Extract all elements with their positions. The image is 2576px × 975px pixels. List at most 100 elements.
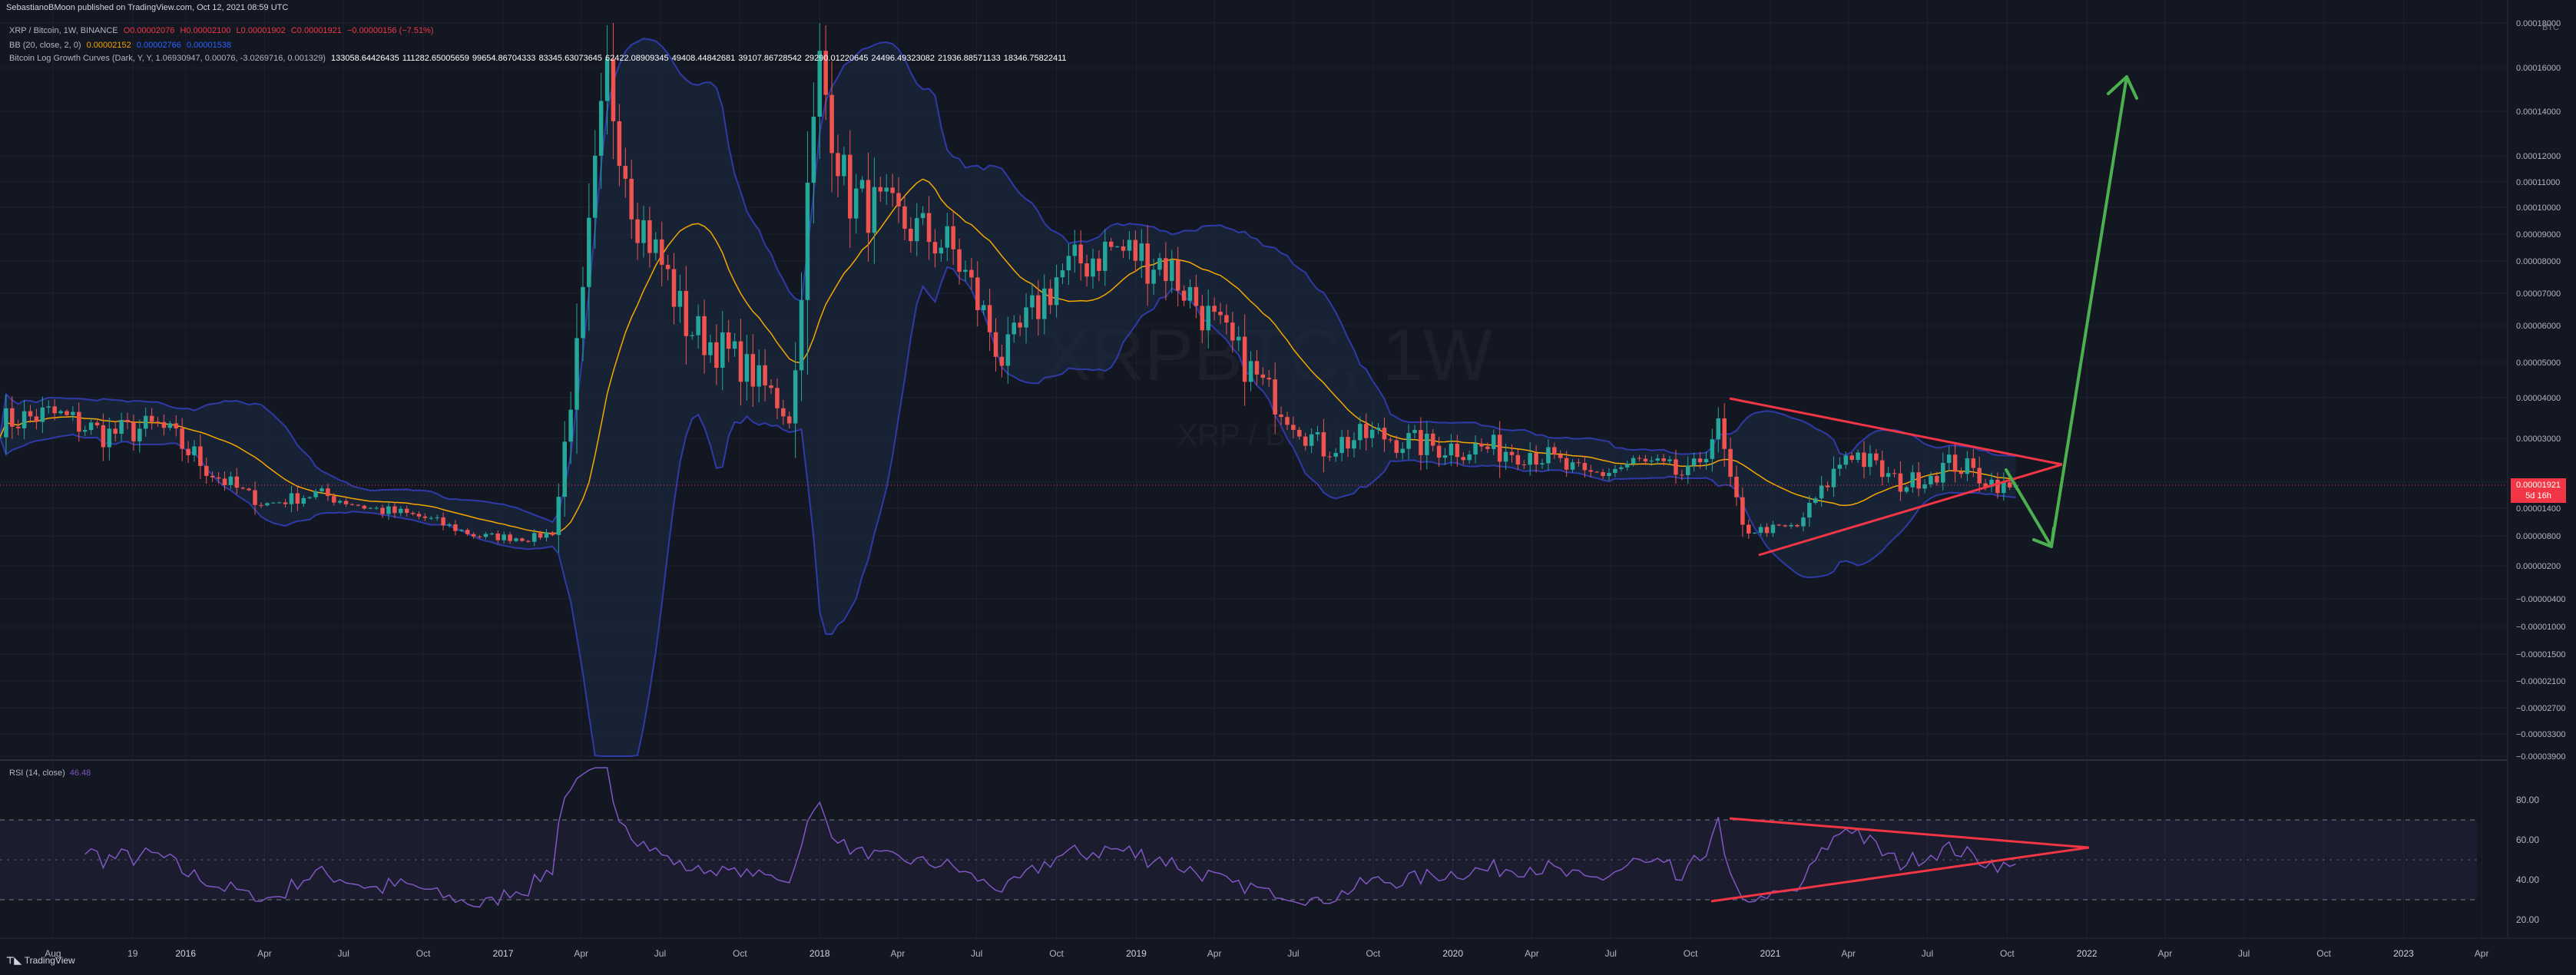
candle-body [1837,464,1843,469]
candle-body [1661,458,1666,461]
candle-body [1509,451,1515,455]
candle [465,527,470,537]
candle-body [1631,458,1636,464]
projection-dip-arrowhead[interactable] [2032,527,2055,548]
candle-body [1898,473,1903,492]
rsi-label-text[interactable]: RSI (14, close) [9,768,65,778]
candle [1449,434,1454,466]
candle [240,487,245,490]
candle [46,400,51,414]
candle-body [22,411,27,428]
candle [1643,454,1648,465]
rsi-triangle-upper-line[interactable] [1729,817,2090,849]
symbol-legend[interactable]: XRP / Bitcoin, 1W, BINANCE O0.00002076 H… [9,26,437,35]
candle [453,520,458,536]
price-tick-label: 0.00014000 [2516,107,2561,117]
candle [823,25,828,121]
time-tick-label: Apr [1207,948,1222,959]
candle-body [180,428,184,449]
candle [1054,264,1059,318]
candle [1181,285,1187,306]
candle-body [1430,433,1435,446]
candle-body [1151,269,1156,284]
candle-body [1078,244,1083,264]
candle-body [1376,428,1381,430]
candle [1601,468,1605,480]
candle-body [1436,445,1442,458]
ohlc-close: C0.00001921 [290,26,342,35]
candle [247,488,251,491]
projection-top-arrowhead[interactable] [2107,75,2138,100]
candle-body [1103,241,1108,271]
candle-body [671,269,677,307]
curves-label[interactable]: Bitcoin Log Growth Curves (Dark, Y, Y, 1… [9,54,326,63]
candle-body [1218,312,1223,316]
candle [1285,411,1290,431]
curve-value: 83345.63073645 [538,54,603,63]
candle [1260,367,1266,385]
candle-body [1546,447,1551,464]
candle-body [786,416,792,424]
projection-arrow[interactable] [2005,75,2138,548]
price-tick-label: 0.00000800 [2516,532,2561,541]
candle-body [562,441,567,497]
candle [1485,442,1490,454]
candle-body [399,508,403,514]
candle [1012,315,1016,343]
candle [1303,432,1308,451]
curves-legend[interactable]: Bitcoin Log Growth Curves (Dark, Y, Y, 1… [9,54,1073,63]
candle-body [1127,240,1132,251]
candle [526,540,531,543]
candle-body [1704,458,1709,463]
candle [1843,451,1849,469]
candle-body [1801,517,1806,527]
bb-label[interactable]: BB (20, close, 2, 0) [9,41,81,50]
candle-body [1352,440,1356,449]
candle-body [520,538,525,541]
rsi-triangle-lower-line[interactable] [1710,846,2090,903]
candle-body [581,286,585,339]
candle-body [1521,464,1527,466]
candle [890,174,895,207]
rsi-tick-label: 20.00 [2516,914,2539,925]
candle-body [1624,464,1630,468]
candle-body [289,493,294,504]
price-tick-label: 0.00016000 [2516,64,2561,73]
candle [611,23,616,160]
candle-body [386,506,391,514]
rsi-triangle-drawing[interactable] [1710,817,2090,903]
candle-body [1716,418,1721,440]
candle-body [1206,306,1210,331]
triangle-upper-line[interactable] [1729,397,2063,466]
symbol-name[interactable]: XRP / Bitcoin, 1W, BINANCE [9,26,118,35]
candle [1005,316,1011,384]
candle [320,485,324,494]
bb-legend[interactable]: BB (20, close, 2, 0) 0.00002152 0.000027… [9,41,234,50]
curve-value: 29290.01220645 [804,54,869,63]
time-tick-label: 2022 [2077,948,2098,959]
candle-body [1534,453,1538,465]
candle [1400,442,1405,460]
time-tick-label: Jul [654,948,666,959]
candle [1552,442,1557,459]
rsi-legend[interactable]: RSI (14, close) 46.48 [9,768,91,778]
candle [1412,425,1417,438]
candle [1127,231,1132,259]
candle-body [1133,240,1138,261]
candle [896,177,901,223]
candle [222,471,227,491]
rsi-axis[interactable]: 80.00 60.00 40.00 20.00 [2516,795,2539,925]
candle [1564,451,1569,478]
candle-body [1054,277,1059,306]
candle [495,530,501,544]
bollinger-band-fill [0,38,2016,756]
time-axis[interactable]: Aug 19 2016 Apr Jul Oct 2017 Apr Jul Oct 2018 Apr Ju… [45,948,2488,959]
candle-body [356,504,361,506]
candle-body [853,188,859,219]
ohlc-change: −0.00000156 (−7.51%) [346,26,434,35]
candle-body [890,187,895,193]
candle [738,319,743,406]
candle [1206,289,1210,349]
candle-body [696,316,700,335]
